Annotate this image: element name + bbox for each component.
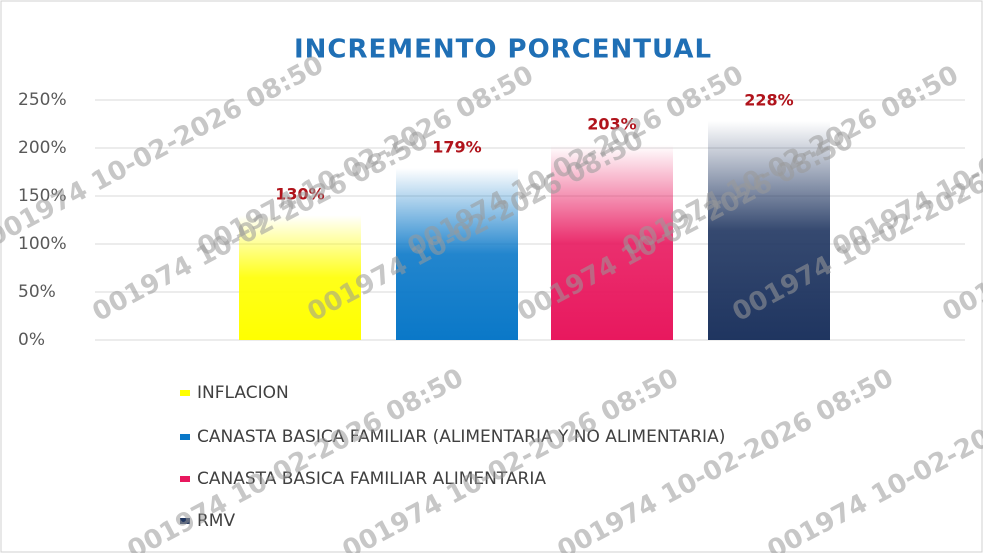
value-label: 179%	[432, 138, 481, 157]
legend-swatch	[180, 390, 190, 396]
legend-label: CANASTA BASICA FAMILIAR (ALIMENTARIA Y N…	[197, 427, 725, 447]
bar	[396, 168, 518, 340]
y-tick-label: 150%	[18, 186, 67, 206]
legend-label: CANASTA BASICA FAMILIAR ALIMENTARIA	[197, 469, 546, 489]
legend-swatch	[180, 434, 190, 440]
legend-swatch	[180, 518, 190, 524]
chart-title: INCREMENTO PORCENTUAL	[294, 35, 712, 65]
y-tick-label: 100%	[18, 234, 67, 254]
y-tick-label: 200%	[18, 138, 67, 158]
y-tick-label: 0%	[18, 330, 45, 350]
y-tick-label: 50%	[18, 282, 56, 302]
bar	[551, 145, 673, 340]
legend-label: RMV	[197, 511, 235, 531]
value-label: 228%	[744, 91, 793, 110]
bar	[708, 121, 830, 341]
y-tick-label: 250%	[18, 90, 67, 110]
bar	[239, 215, 361, 340]
value-label: 130%	[275, 185, 324, 204]
legend-label: INFLACION	[197, 383, 289, 403]
value-label: 203%	[587, 115, 636, 134]
legend-swatch	[180, 476, 190, 482]
